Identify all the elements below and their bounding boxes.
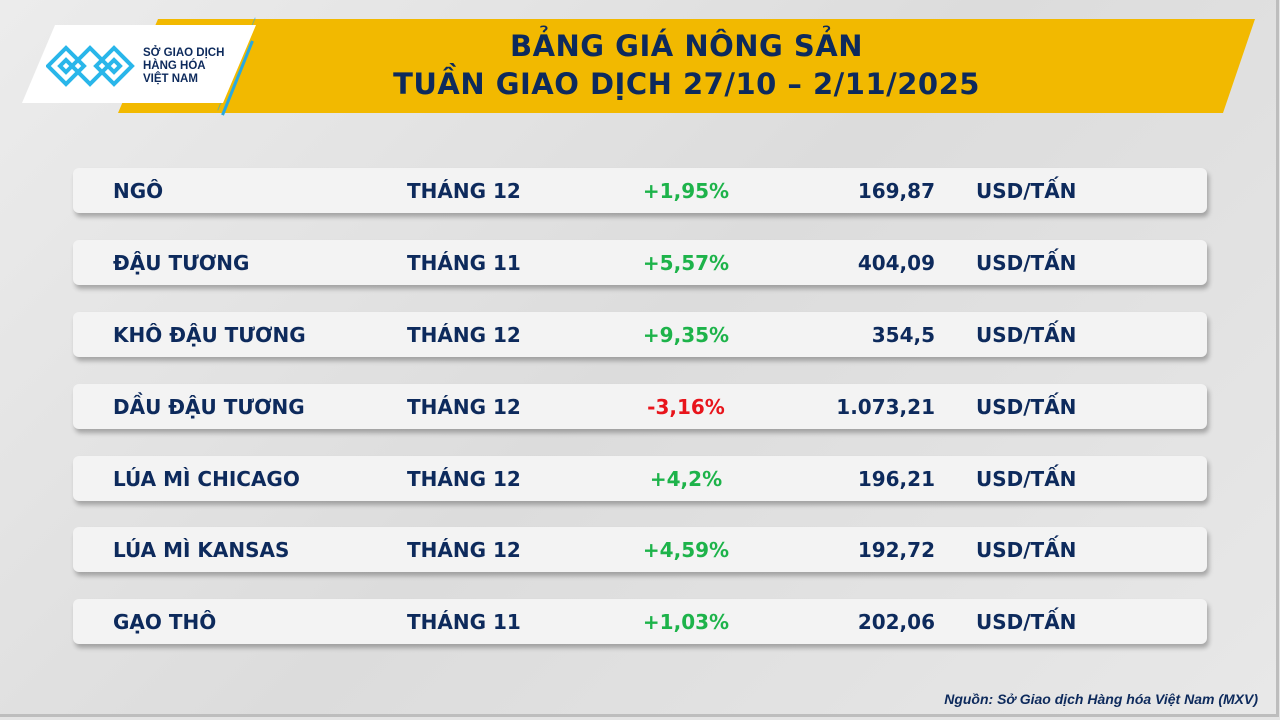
commodity-name: GẠO THÔ [113,610,217,634]
table-row: ĐẬU TƯƠNG THÁNG 11 +5,57% 404,09 USD/TẤN [73,240,1207,285]
price: 202,06 [857,610,935,634]
price: 192,72 [857,538,935,562]
unit: USD/TẤN [976,251,1077,275]
table-row: LÚA MÌ KANSAS THÁNG 12 +4,59% 192,72 USD… [73,527,1207,572]
commodity-name: LÚA MÌ KANSAS [113,538,290,562]
contract-month: THÁNG 11 [407,610,521,634]
price: 169,87 [857,179,935,203]
price-change: +1,03% [642,610,730,634]
contract-month: THÁNG 12 [407,323,521,347]
table-row: DẦU ĐẬU TƯƠNG THÁNG 12 -3,16% 1.073,21 U… [73,384,1207,429]
table-row: LÚA MÌ CHICAGO THÁNG 12 +4,2% 196,21 USD… [73,456,1207,501]
price: 354,5 [871,323,935,347]
commodity-name: LÚA MÌ CHICAGO [113,467,300,491]
logo-line: VIỆT NAM [143,73,198,85]
logo-line: HÀNG HÓA [143,60,206,72]
unit: USD/TẤN [976,179,1077,203]
contract-month: THÁNG 12 [407,179,521,203]
price-change: +1,95% [642,179,730,203]
table-row: NGÔ THÁNG 12 +1,95% 169,87 USD/TẤN [73,168,1207,213]
source-note: Nguồn: Sở Giao dịch Hàng hóa Việt Nam (M… [944,691,1258,707]
unit: USD/TẤN [976,538,1077,562]
price-change: +5,57% [642,251,730,275]
commodity-name: ĐẬU TƯƠNG [113,251,250,275]
table-row: GẠO THÔ THÁNG 11 +1,03% 202,06 USD/TẤN [73,599,1207,644]
unit: USD/TẤN [976,467,1077,491]
price: 196,21 [857,467,935,491]
unit: USD/TẤN [976,610,1077,634]
logo-text: SỞ GIAO DỊCH HÀNG HÓA VIỆT NAM [143,47,224,86]
unit: USD/TẤN [976,395,1077,419]
price: 1.073,21 [836,395,935,419]
contract-month: THÁNG 12 [407,395,521,419]
price-change: +4,2% [649,467,723,491]
contract-month: THÁNG 12 [407,467,521,491]
table-row: KHÔ ĐẬU TƯƠNG THÁNG 12 +9,35% 354,5 USD/… [73,312,1207,357]
unit: USD/TẤN [976,323,1077,347]
commodity-name: NGÔ [113,179,164,203]
header-banner [118,19,1255,113]
price-change: +9,35% [642,323,730,347]
logo-line: SỞ GIAO DỊCH [143,47,225,59]
price-change: -3,16% [647,395,725,419]
commodity-name: KHÔ ĐẬU TƯƠNG [113,323,306,347]
commodity-name: DẦU ĐẬU TƯƠNG [113,395,305,419]
mxv-logo-icon [46,45,135,87]
page-title: BẢNG GIÁ NÔNG SẢN [509,29,864,63]
page-subtitle: TUẦN GIAO DỊCH 27/10 – 2/11/2025 [393,67,980,101]
price: 404,09 [857,251,935,275]
contract-month: THÁNG 12 [407,538,521,562]
contract-month: THÁNG 11 [407,251,521,275]
price-change: +4,59% [642,538,730,562]
